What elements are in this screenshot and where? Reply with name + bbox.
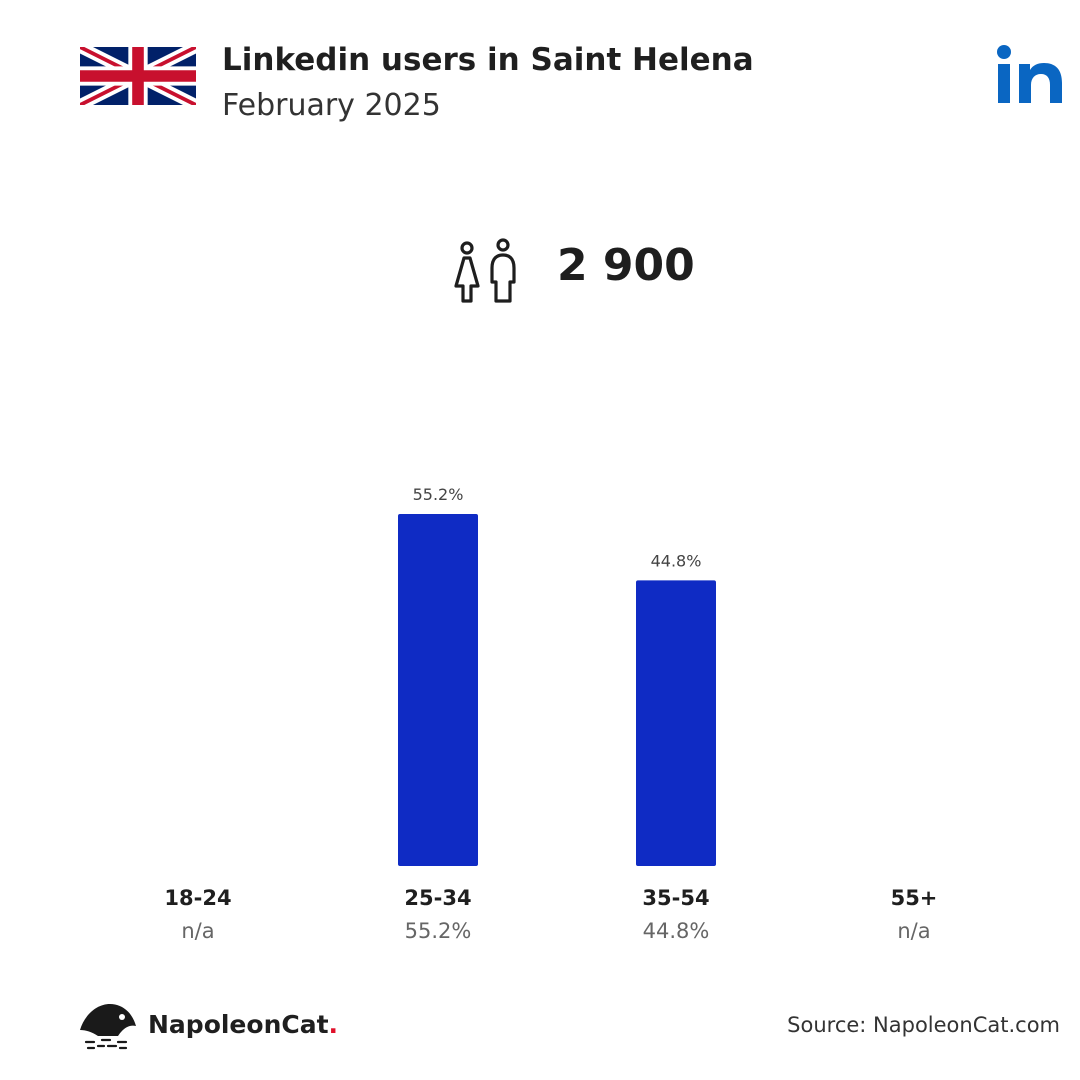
category-label-55+: 55+ [891,886,938,910]
category-value-18-24: n/a [181,919,214,943]
male-female-users-icon [454,238,516,303]
category-value-25-34: 55.2% [405,919,472,943]
linkedin-logo-icon [997,45,1062,103]
category-value-35-54: 44.8% [643,919,710,943]
page-title: Linkedin users in Saint Helena [222,42,754,78]
page-subtitle: February 2025 [222,88,441,123]
bar-label-25-34: 55.2% [413,485,464,504]
bar-25-34 [398,514,478,866]
brand-dot: . [328,1010,339,1039]
uk-flag-icon [80,47,196,105]
category-label-35-54: 35-54 [642,886,709,910]
source-note: Source: NapoleonCat.com [787,1013,1060,1037]
category-value-55+: n/a [897,919,930,943]
napoleoncat-logo-icon [80,1004,136,1050]
category-label-18-24: 18-24 [164,886,231,910]
category-label-25-34: 25-34 [404,886,471,910]
bar-35-54 [636,580,716,866]
total-users-count: 2 900 [557,240,695,291]
brand-name: NapoleonCat. [148,1010,339,1039]
bar-label-35-54: 44.8% [651,551,702,570]
